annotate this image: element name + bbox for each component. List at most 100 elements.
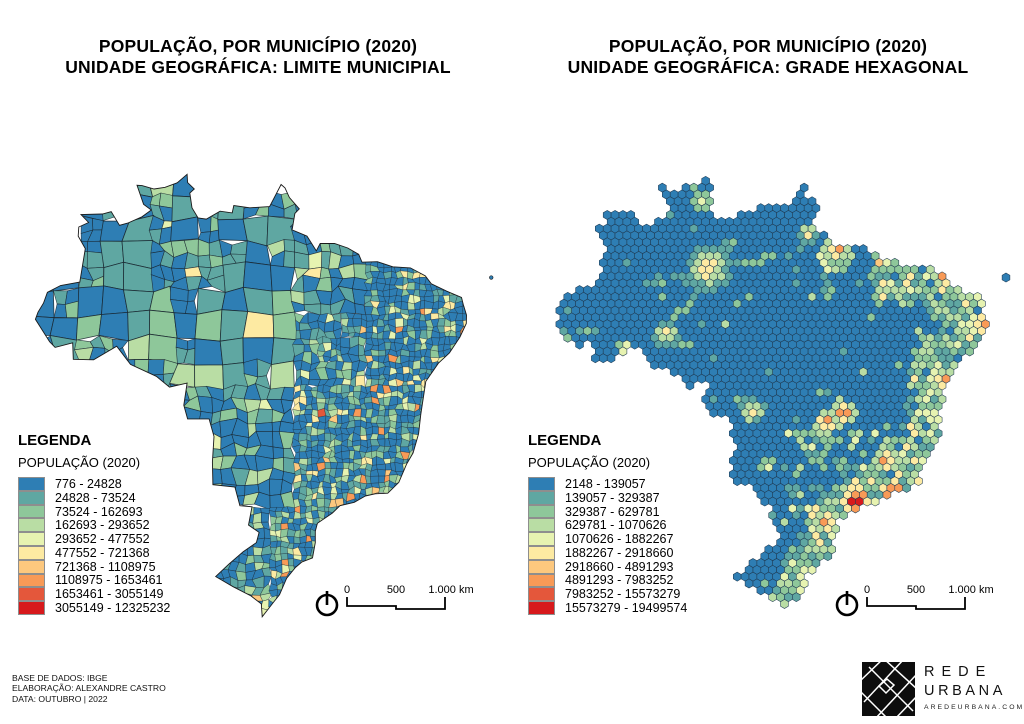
legend-class-label: 721368 - 1108975	[55, 559, 156, 574]
scale-bar: 0 500 1.000 km	[864, 584, 994, 610]
logo-site-url: AREDEURBANA.COM	[924, 704, 1024, 711]
scale-label-0: 0	[864, 584, 870, 596]
legend-swatch	[18, 518, 45, 533]
legend-row: 629781 - 1070626	[528, 518, 687, 532]
legend-row: 1882267 - 2918660	[528, 546, 687, 560]
legend-class-label: 24828 - 73524	[55, 490, 136, 505]
legend-swatch	[528, 601, 555, 615]
legend-class-label: 629781 - 1070626	[565, 518, 667, 533]
legend-class-label: 2148 - 139057	[565, 476, 646, 491]
legend-swatch	[18, 573, 45, 588]
legend-row: 139057 - 329387	[528, 491, 687, 505]
legend-row: 15573279 - 19499574	[528, 601, 687, 615]
legend-swatch	[528, 504, 555, 519]
legend-row: 7983252 - 15573279	[528, 587, 687, 601]
scale-label-500: 500	[907, 584, 925, 596]
legend-row: 2148 - 139057	[528, 477, 687, 491]
legend-row: 721368 - 1108975	[18, 560, 170, 574]
north-arrow-icon	[315, 591, 339, 617]
legend-swatch	[528, 518, 555, 533]
right-scalebar-group: 0 500 1.000 km	[835, 584, 994, 617]
scale-label-500: 500	[387, 584, 405, 596]
hex-cells	[555, 175, 1011, 609]
rede-urbana-logo: REDE URBANA AREDEURBANA.COM	[862, 662, 1024, 716]
logo-line1: REDE	[924, 664, 993, 680]
legend-class-label: 2918660 - 4891293	[565, 559, 674, 574]
left-legend-rows: 776 - 24828 24828 - 73524 73524 - 162693 16…	[18, 477, 170, 615]
scale-label-0: 0	[344, 584, 350, 596]
left-scalebar-group: 0 500 1.000 km	[315, 584, 474, 617]
scale-bar: 0 500 1.000 km	[344, 584, 474, 610]
right-panel-title: POPULAÇÃO, POR MUNICÍPIO (2020) UNIDADE …	[516, 36, 1020, 78]
legend-row: 776 - 24828	[18, 477, 170, 491]
legend-row: 293652 - 477552	[18, 532, 170, 546]
credits-database: BASE DE DADOS: IBGE	[12, 673, 108, 683]
legend-class-label: 162693 - 293652	[55, 518, 150, 533]
legend-class-label: 73524 - 162693	[55, 504, 143, 519]
legend-swatch	[18, 490, 45, 505]
legend-row: 1108975 - 1653461	[18, 573, 170, 588]
legend-row: 4891293 - 7983252	[528, 573, 687, 588]
legend-row: 1070626 - 1882267	[528, 532, 687, 546]
fernando-de-noronha-dot	[489, 275, 494, 280]
legend-swatch	[18, 559, 45, 574]
right-legend-rows: 2148 - 139057 139057 - 329387 329387 - 629…	[528, 477, 687, 615]
legend-swatch	[528, 573, 555, 588]
legend-class-label: 776 - 24828	[55, 476, 122, 491]
right-legend-subheading: POPULAÇÃO (2020)	[528, 455, 651, 470]
legend-swatch	[18, 532, 45, 546]
municipal-choropleth-map	[34, 173, 494, 619]
legend-class-label: 1653461 - 3055149	[55, 587, 164, 602]
legend-class-label: 4891293 - 7983252	[565, 573, 674, 588]
right-title-line2: UNIDADE GEOGRÁFICA: GRADE HEXAGONAL	[567, 57, 969, 77]
right-legend-heading: LEGENDA	[528, 432, 602, 449]
logo-line2: URBANA	[924, 683, 1007, 699]
right-legend: LEGENDA POPULAÇÃO (2020) 2148 - 139057 13…	[528, 432, 687, 615]
logo-streetmap-icon	[862, 662, 915, 716]
logo-text: REDE URBANA AREDEURBANA.COM	[924, 662, 1024, 711]
legend-class-label: 7983252 - 15573279	[565, 587, 681, 602]
legend-swatch	[18, 587, 45, 602]
left-panel-title: POPULAÇÃO, POR MUNICÍPIO (2020) UNIDADE …	[0, 36, 516, 78]
right-title-line1: POPULAÇÃO, POR MUNICÍPIO (2020)	[608, 36, 928, 56]
credits-block: BASE DE DADOS: IBGE ELABORAÇÃO: ALEXANDR…	[12, 673, 166, 704]
legend-class-label: 1108975 - 1653461	[55, 573, 163, 588]
legend-class-label: 329387 - 629781	[565, 504, 660, 519]
legend-swatch	[18, 477, 45, 491]
left-legend-subheading: POPULAÇÃO (2020)	[18, 455, 141, 470]
credits-date: DATA: OUTUBRO | 2022	[12, 693, 108, 704]
legend-class-label: 1882267 - 2918660	[565, 545, 674, 560]
legend-swatch	[528, 545, 555, 560]
north-arrow-icon	[835, 591, 859, 617]
legend-class-label: 3055149 - 12325232	[55, 601, 171, 616]
legend-row: 329387 - 629781	[528, 505, 687, 519]
legend-swatch	[528, 587, 555, 602]
legend-row: 162693 - 293652	[18, 518, 170, 532]
legend-class-label: 15573279 - 19499574	[565, 601, 688, 616]
legend-swatch	[18, 504, 45, 519]
brazil-outline	[34, 173, 467, 619]
legend-row: 477552 - 721368	[18, 546, 170, 560]
legend-row: 2918660 - 4891293	[528, 560, 687, 574]
legend-swatch	[528, 559, 555, 574]
legend-swatch	[18, 601, 45, 615]
legend-class-label: 1070626 - 1882267	[565, 532, 674, 547]
legend-class-label: 477552 - 721368	[55, 545, 150, 560]
legend-row: 24828 - 73524	[18, 491, 170, 505]
left-title-line2: UNIDADE GEOGRÁFICA: LIMITE MUNICIPIAL	[65, 57, 451, 77]
legend-row: 3055149 - 12325232	[18, 601, 170, 615]
left-legend-heading: LEGENDA	[18, 432, 92, 449]
left-legend: LEGENDA POPULAÇÃO (2020) 776 - 24828 2482…	[18, 432, 170, 615]
legend-swatch	[528, 477, 555, 491]
left-title-line1: POPULAÇÃO, POR MUNICÍPIO (2020)	[98, 36, 418, 56]
scale-label-1000: 1.000 km	[428, 584, 473, 596]
legend-swatch	[528, 490, 555, 505]
legend-swatch	[528, 532, 555, 546]
legend-swatch	[18, 545, 45, 560]
legend-row: 73524 - 162693	[18, 505, 170, 519]
credits-author: ELABORAÇÃO: ALEXANDRE CASTRO	[12, 683, 166, 694]
hexagonal-grid-map	[555, 175, 1011, 609]
legend-row: 1653461 - 3055149	[18, 587, 170, 601]
scale-label-1000: 1.000 km	[948, 584, 993, 596]
